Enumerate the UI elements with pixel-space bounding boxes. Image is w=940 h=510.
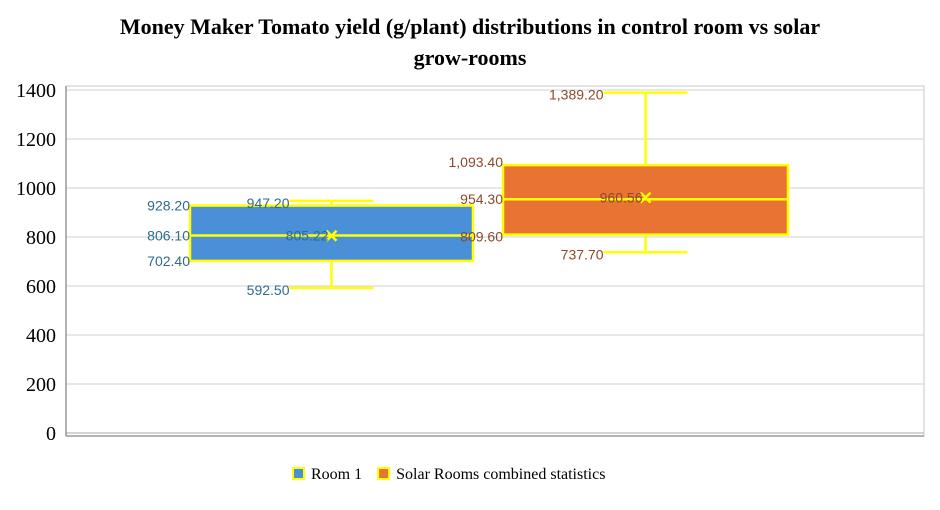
legend-item: Room 1	[292, 466, 362, 483]
data-label-median: 954.30	[460, 191, 503, 207]
data-label-median: 806.10	[147, 228, 190, 244]
mean-marker	[325, 229, 338, 242]
mean-marker	[639, 191, 652, 204]
y-tick-label: 400	[26, 325, 56, 347]
box-series: 1,389.20 737.70 1,093.40 954.30 809.60 960.56	[449, 87, 790, 262]
legend-label: Solar Rooms combined statistics	[396, 466, 605, 483]
y-tick-label: 1000	[16, 178, 56, 200]
data-label-max: 947.20	[247, 195, 290, 211]
box-series: 947.20 592.50 928.20 806.10 702.40 805.22	[147, 195, 475, 298]
y-tick-label: 1400	[16, 80, 56, 102]
data-label-mean: 960.56	[600, 190, 643, 206]
y-tick-label: 1200	[16, 129, 56, 151]
chart-title-line-1: Money Maker Tomato yield (g/plant) distr…	[120, 14, 821, 39]
data-label-q1: 809.60	[460, 229, 503, 245]
data-label-mean: 805.22	[286, 228, 329, 244]
chart-title-line-2: grow-rooms	[414, 45, 527, 70]
y-tick-label: 600	[26, 276, 56, 298]
data-label-max: 1,389.20	[549, 87, 604, 103]
data-label-q3: 928.20	[147, 198, 190, 214]
y-tick-label: 800	[26, 227, 56, 249]
legend-item: Solar Rooms combined statistics	[377, 466, 605, 483]
legend-swatch	[292, 467, 305, 480]
iqr-box	[188, 204, 475, 263]
legend-swatch	[377, 467, 391, 480]
legend-label: Room 1	[311, 466, 362, 483]
data-label-q1: 702.40	[147, 253, 190, 269]
y-tick-label: 0	[46, 423, 56, 445]
data-label-min: 592.50	[247, 282, 290, 298]
data-label-min: 737.70	[561, 246, 604, 262]
data-label-q3: 1,093.40	[449, 154, 504, 170]
y-tick-label: 200	[26, 374, 56, 396]
